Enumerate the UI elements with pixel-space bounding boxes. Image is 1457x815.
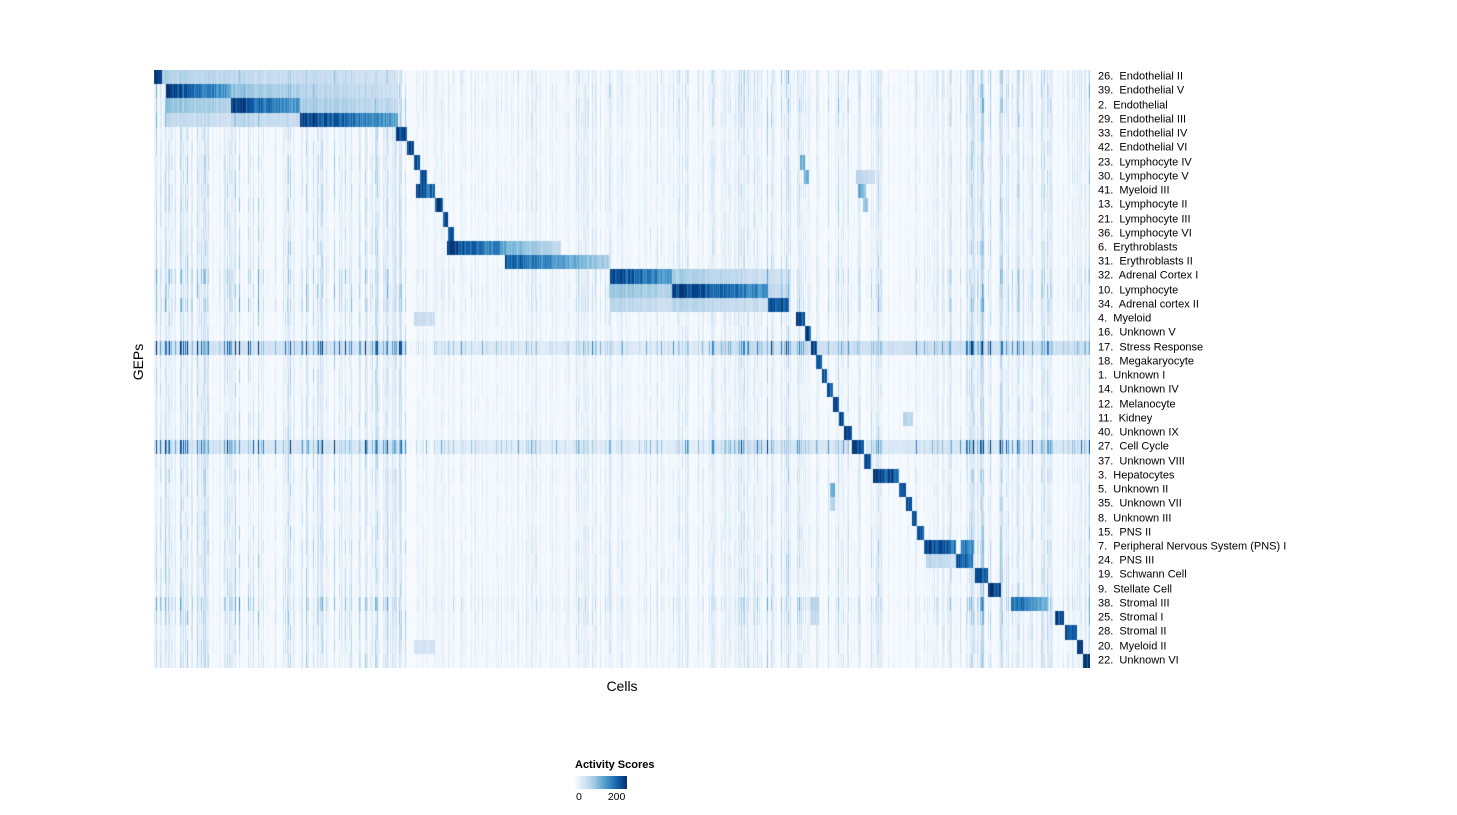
- row-label: 3. Hepatocytes: [1098, 469, 1175, 482]
- row-label: 40. Unknown IX: [1098, 426, 1179, 439]
- row-label: 28. Stromal II: [1098, 625, 1167, 638]
- row-label: 8. Unknown III: [1098, 512, 1172, 524]
- row-label: 24. PNS III: [1098, 554, 1155, 567]
- row-label: 14. Unknown IV: [1098, 383, 1179, 396]
- row-label: 15. PNS II: [1098, 526, 1152, 539]
- row-label: 29. Endothelial III: [1098, 113, 1187, 126]
- row-label: 36. Lymphocyte VI: [1098, 227, 1192, 240]
- row-label: 32. Adrenal Cortex I: [1098, 269, 1199, 282]
- row-label: 42. Endothelial VI: [1098, 141, 1188, 154]
- legend-tick-min: 0: [576, 791, 582, 803]
- row-label: 25. Stromal I: [1098, 611, 1164, 624]
- row-label: 30. Lymphocyte V: [1098, 170, 1189, 183]
- legend-tick-max: 200: [607, 791, 626, 803]
- row-label: 9. Stellate Cell: [1098, 583, 1172, 596]
- row-label: 34. Adrenal cortex II: [1098, 298, 1199, 311]
- legend-ticks: 0 200: [575, 791, 627, 805]
- row-label: 4. Myeloid: [1098, 312, 1152, 325]
- row-label: 11. Kidney: [1098, 412, 1153, 425]
- row-label: 41. Myeloid III: [1098, 184, 1170, 197]
- row-label: 12. Melanocyte: [1098, 398, 1176, 411]
- x-axis-title: Cells: [606, 678, 638, 694]
- legend-gradient-bar: [575, 776, 627, 789]
- row-label: 26. Endothelial II: [1098, 70, 1184, 83]
- row-label: 23. Lymphocyte IV: [1098, 156, 1192, 169]
- row-label: 35. Unknown VII: [1098, 497, 1182, 510]
- row-label: 1. Unknown I: [1098, 369, 1166, 382]
- row-label: 7. Peripheral Nervous System (PNS) I: [1098, 540, 1287, 553]
- row-label: 19. Schwann Cell: [1098, 568, 1187, 581]
- row-label: 10. Lymphocyte: [1098, 284, 1179, 297]
- row-label: 21. Lymphocyte III: [1098, 213, 1191, 225]
- row-label: 31. Erythroblasts II: [1098, 255, 1193, 268]
- row-label: 39. Endothelial V: [1098, 84, 1185, 97]
- row-label: 6. Erythroblasts: [1098, 241, 1178, 254]
- heatmap-canvas: [154, 70, 1090, 668]
- row-label: 2. Endothelial: [1098, 99, 1168, 112]
- row-label: 13. Lymphocyte II: [1098, 198, 1188, 211]
- legend: Activity Scores 0 200: [575, 759, 654, 805]
- row-label: 5. Unknown II: [1098, 483, 1169, 496]
- row-label: 20. Myeloid II: [1098, 640, 1167, 653]
- row-label: 27. Cell Cycle: [1098, 440, 1169, 453]
- y-axis-title: GEPs: [130, 343, 146, 381]
- row-label: 16. Unknown V: [1098, 326, 1176, 339]
- legend-title: Activity Scores: [575, 759, 655, 771]
- row-label: 37. Unknown VIII: [1098, 455, 1185, 468]
- row-label: 18. Megakaryocyte: [1098, 355, 1194, 368]
- row-label: 33. Endothelial IV: [1098, 127, 1188, 140]
- row-label: 17. Stress Response: [1098, 341, 1204, 354]
- row-label: 22. Unknown VI: [1098, 654, 1179, 667]
- row-label: 38. Stromal III: [1098, 597, 1170, 610]
